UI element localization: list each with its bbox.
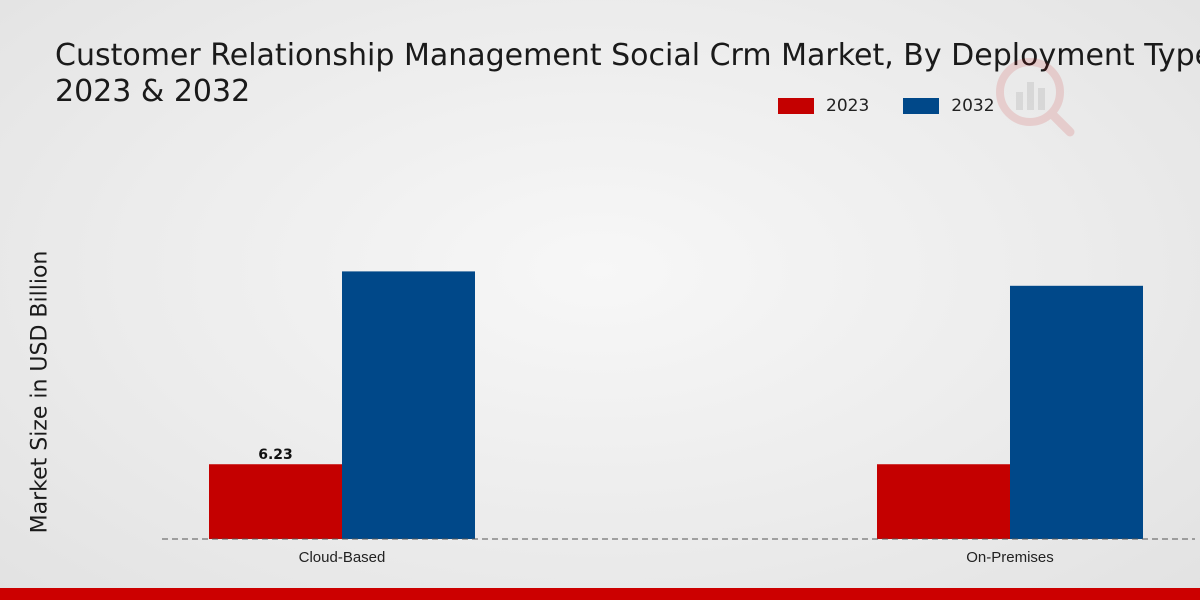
footer-accent-bar — [0, 588, 1200, 600]
chart-legend: 2023 2032 — [778, 96, 995, 116]
legend-item-2032[interactable]: 2032 — [903, 96, 995, 116]
chart-title-line-1: Customer Relationship Management Social … — [55, 38, 1200, 73]
data-labels-group: 6.23 — [258, 447, 293, 463]
legend-label-2023: 2023 — [826, 96, 870, 116]
chart-title-line-2: 2023 & 2032 — [55, 74, 251, 109]
legend-item-2023[interactable]: 2023 — [778, 96, 869, 116]
legend-swatch-2023 — [778, 98, 814, 114]
bar-on-premises-2023[interactable] — [877, 464, 1010, 539]
legend-swatch-2032 — [903, 98, 940, 114]
bar-cloud-based-2032[interactable] — [342, 271, 475, 539]
data-label-cloud-based-2023: 6.23 — [258, 447, 293, 463]
brand-logo-watermark-icon — [996, 58, 1075, 137]
bar-cloud-based-2023[interactable] — [209, 464, 342, 539]
bars-group — [209, 271, 1143, 539]
x-tick-label-cloud-based: Cloud-Based — [299, 549, 386, 566]
x-tick-label-on-premises: On-Premises — [966, 549, 1054, 566]
x-tick-labels-group: Cloud-Based On-Premises — [299, 549, 1054, 566]
bar-on-premises-2032[interactable] — [1010, 285, 1143, 539]
chart-title: Customer Relationship Management Social … — [55, 38, 1200, 110]
legend-label-2032: 2032 — [951, 96, 995, 116]
